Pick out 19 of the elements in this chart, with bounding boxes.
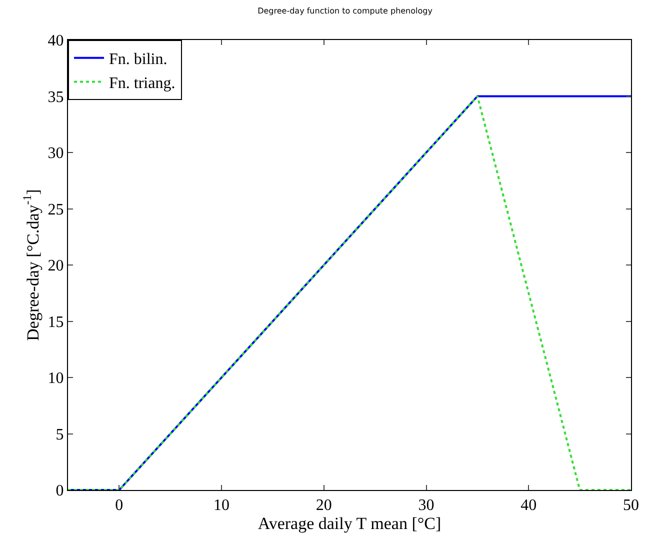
y-tick-label: 30 [48, 145, 64, 162]
x-axis-title: Average daily T mean [°C] [258, 514, 442, 534]
y-tick-label: 5 [56, 426, 64, 444]
y-tick-label: 0 [56, 482, 64, 500]
y-tick-label: 15 [48, 314, 64, 331]
x-tick-label: 30 [418, 497, 434, 514]
legend-label: Fn. triang. [109, 74, 176, 92]
y-tick-label: 25 [48, 201, 64, 218]
y-tick-label: 20 [48, 258, 64, 275]
x-tick-label: 20 [316, 497, 332, 514]
x-tick-label: 40 [520, 497, 537, 514]
x-tick-label: 50 [623, 497, 639, 514]
legend-label: Fn. bilin. [109, 51, 168, 68]
x-tick-label: 10 [214, 497, 230, 514]
y-tick-label: 40 [48, 32, 64, 50]
chart-title: Degree-day function to compute phenology [258, 6, 433, 16]
y-tick-label: 10 [48, 370, 64, 388]
y-tick-label: 35 [48, 88, 64, 106]
x-tick-label: 0 [115, 497, 124, 514]
